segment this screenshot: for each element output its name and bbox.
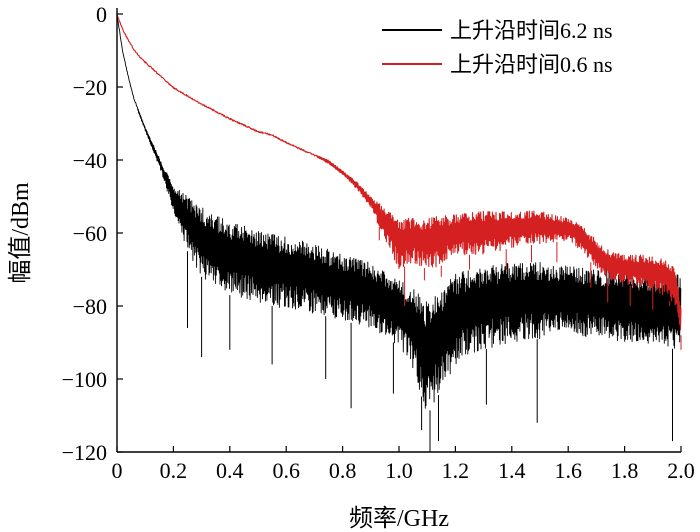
series-layer	[117, 14, 682, 452]
x-tick-label: 1.2	[442, 458, 470, 483]
x-tick-label: 0	[112, 458, 123, 483]
y-tick-label: −60	[73, 221, 107, 246]
y-tick-label: −120	[62, 440, 107, 465]
legend-label-black: 上升沿时间6.2 ns	[450, 18, 613, 43]
y-tick-label: −40	[73, 148, 107, 173]
series-line-black	[117, 14, 682, 409]
series-line-red	[117, 14, 682, 331]
x-tick-label: 0.8	[329, 458, 357, 483]
legend: 上升沿时间6.2 ns 上升沿时间0.6 ns	[382, 18, 613, 77]
y-tick-label: −80	[73, 294, 107, 319]
x-tick-label: 1.8	[611, 458, 639, 483]
x-tick-label: 1.4	[498, 458, 526, 483]
y-tick-label: −100	[62, 367, 107, 392]
x-tick-label: 0.2	[160, 458, 188, 483]
x-ticks: 0 0.2 0.4 0.6 0.8 1.0 1.2 1.4 1.6 1.8 2.0	[112, 446, 695, 483]
y-tick-label: 0	[96, 2, 107, 27]
y-tick-label: −20	[73, 75, 107, 100]
y-ticks: 0 −20 −40 −60 −80 −100 −120	[62, 2, 123, 465]
x-tick-label: 1.6	[554, 458, 582, 483]
x-tick-label: 1.0	[385, 458, 413, 483]
legend-label-red: 上升沿时间0.6 ns	[450, 52, 613, 77]
x-axis-title: 频率/GHz	[349, 505, 449, 532]
x-tick-label: 0.4	[216, 458, 244, 483]
x-tick-label: 0.6	[272, 458, 300, 483]
y-axis-title: 幅值/dBm	[7, 182, 34, 284]
x-tick-label: 2.0	[667, 458, 695, 483]
